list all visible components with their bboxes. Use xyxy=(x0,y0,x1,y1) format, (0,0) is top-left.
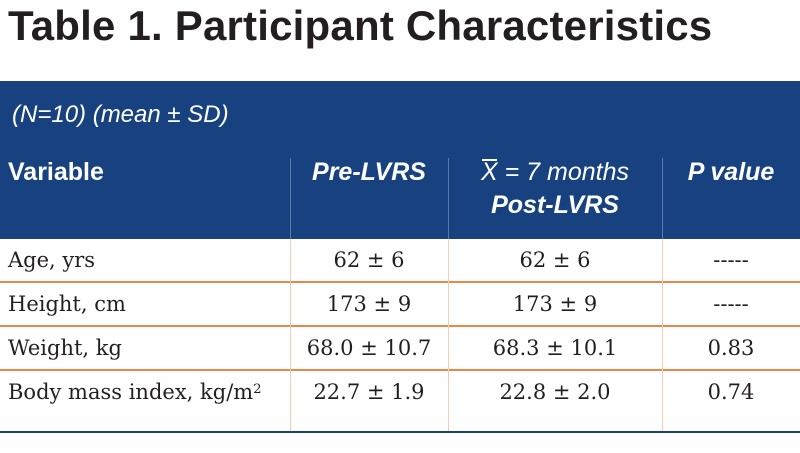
cell-post: 62 ± 6 xyxy=(519,248,591,272)
column-divider xyxy=(290,239,291,433)
header-divider xyxy=(290,158,291,239)
x-bar-symbol: X xyxy=(480,158,498,186)
header-post-line1: X = 7 months xyxy=(481,158,629,186)
cell-pre: 22.7 ± 1.9 xyxy=(313,380,425,404)
cell-variable-text: Body mass index, kg/m xyxy=(8,380,254,404)
table-subtitle: (N=10) (mean ± SD) xyxy=(12,101,229,128)
cell-p: ----- xyxy=(713,292,749,316)
table-header: (N=10) (mean ± SD) Variable Pre-LVRS X =… xyxy=(0,81,800,239)
column-divider xyxy=(662,239,663,433)
cell-variable: Weight, kg xyxy=(8,336,122,360)
header-p-value: P value xyxy=(662,158,800,239)
table-row: Age, yrs 62 ± 6 62 ± 6 ----- xyxy=(0,239,800,283)
cell-post: 68.3 ± 10.1 xyxy=(492,336,618,360)
cell-variable: Height, cm xyxy=(8,292,126,316)
characteristics-table: (N=10) (mean ± SD) Variable Pre-LVRS X =… xyxy=(0,81,800,433)
column-divider xyxy=(448,239,449,433)
cell-p: 0.83 xyxy=(707,336,755,360)
cell-post: 173 ± 9 xyxy=(512,292,598,316)
table-bottom-rule xyxy=(0,431,800,433)
header-p-value-label: P value xyxy=(687,158,775,186)
table-row: Weight, kg 68.0 ± 10.7 68.3 ± 10.1 0.83 xyxy=(0,327,800,371)
header-post-line1-rest: = 7 months xyxy=(497,158,629,186)
header-post-lvrs: X = 7 months Post-LVRS xyxy=(448,158,662,239)
header-variable: Variable xyxy=(0,158,290,239)
cell-p: 0.74 xyxy=(707,380,755,404)
unit-superscript: 2 xyxy=(253,382,262,397)
header-pre-lvrs-label: Pre-LVRS xyxy=(312,158,426,186)
table-row: Body mass index, kg/m2 22.7 ± 1.9 22.8 ±… xyxy=(0,371,800,415)
table-row: Height, cm 173 ± 9 173 ± 9 ----- xyxy=(0,283,800,327)
header-variable-label: Variable xyxy=(8,158,104,186)
header-divider xyxy=(448,158,449,239)
cell-pre: 173 ± 9 xyxy=(326,292,412,316)
header-pre-lvrs: Pre-LVRS xyxy=(290,158,448,239)
cell-pre: 62 ± 6 xyxy=(333,248,405,272)
header-divider xyxy=(662,158,663,239)
cell-pre: 68.0 ± 10.7 xyxy=(306,336,432,360)
cell-p: ----- xyxy=(713,248,749,272)
cell-variable: Age, yrs xyxy=(8,248,96,272)
cell-post: 22.8 ± 2.0 xyxy=(499,380,611,404)
table-title: Table 1. Participant Characteristics xyxy=(8,2,713,49)
cell-variable: Body mass index, kg/m2 xyxy=(0,371,290,413)
header-post-line2: Post-LVRS xyxy=(491,191,619,219)
